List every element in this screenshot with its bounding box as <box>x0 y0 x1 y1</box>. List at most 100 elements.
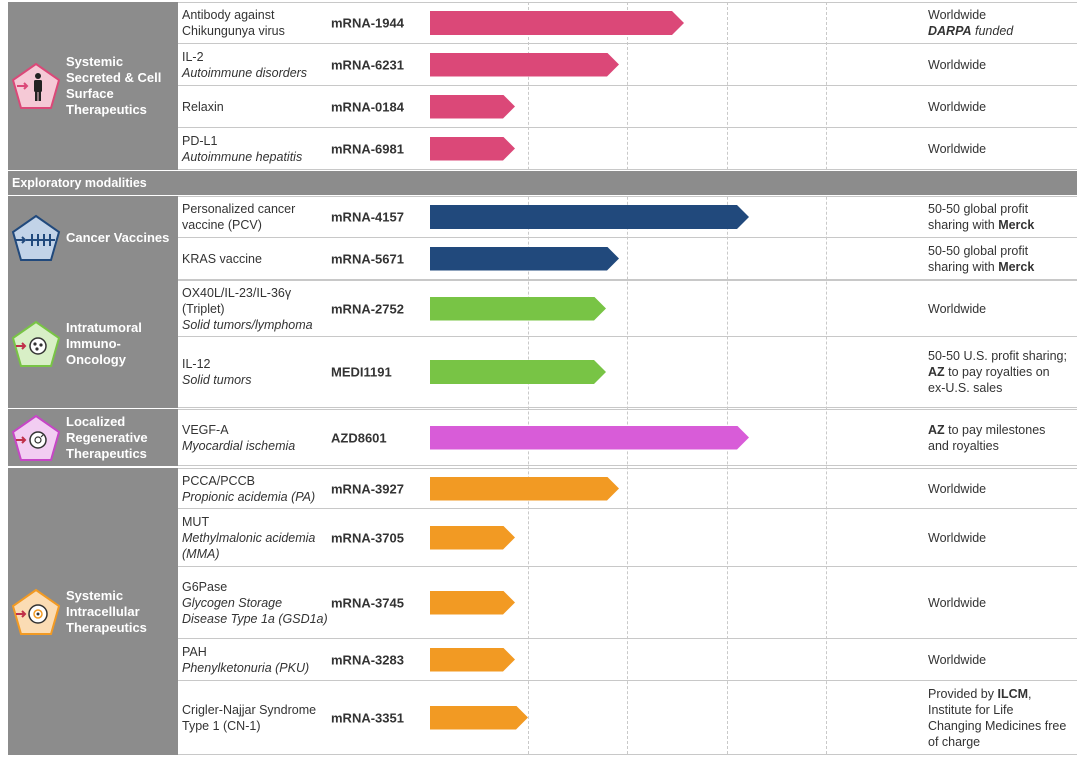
commercial-note: 50-50 global profit sharing with Merck <box>928 201 1068 233</box>
progress-bar <box>430 53 619 77</box>
note-text: Worldwide <box>928 530 987 545</box>
target-name: IL-2 <box>182 49 204 64</box>
commercial-note: 50-50 U.S. profit sharing; AZ to pay roy… <box>928 348 1068 396</box>
target-cell: G6Pase Glycogen Storage Disease Type 1a (… <box>182 579 328 627</box>
indication-text: Phenylketonuria (PKU) <box>182 660 310 675</box>
progress-bar <box>430 297 606 321</box>
target-name: Crigler-Najjar Syndrome Type 1 (CN-1) <box>182 702 317 733</box>
indication-text: Myocardial ischemia <box>182 438 296 453</box>
target-name: G6Pase <box>182 579 228 594</box>
commercial-note: Worldwide <box>928 99 1068 115</box>
table-row: PAH Phenylketonuria (PKU) mRNA-3283 Worldwi… <box>178 639 1077 681</box>
candidate-code: mRNA-4157 <box>331 209 404 225</box>
commercial-note: Worldwide <box>928 57 1068 73</box>
indication-text: Methylmalonic acidemia (MMA) <box>182 530 316 561</box>
table-row: G6Pase Glycogen Storage Disease Type 1a (… <box>178 567 1077 639</box>
candidate-code: mRNA-6231 <box>331 57 404 72</box>
target-cell: Personalized cancer vaccine (PCV) <box>182 201 328 233</box>
candidate-code: mRNA-3927 <box>331 481 404 496</box>
target-name: Relaxin <box>182 99 224 114</box>
target-cell: Antibody against Chikungunya virus <box>182 7 328 39</box>
category-label: Systemic Secreted & Cell Surface Therape… <box>66 54 162 117</box>
progress-bar <box>430 426 749 450</box>
commercial-note: Worldwide <box>928 481 1068 497</box>
category-label: Systemic Intracellular Therapeutics <box>66 587 147 635</box>
target-cell: VEGF-A Myocardial ischemia <box>182 422 328 454</box>
target-cell: Relaxin <box>182 99 328 115</box>
note-partner: DARPA <box>928 24 972 38</box>
indication-text: Autoimmune hepatitis <box>182 149 303 164</box>
candidate-code: mRNA-3351 <box>331 710 404 725</box>
progress-bar <box>430 137 515 161</box>
section-intratumoral: Intratumoral Immuno-Oncology OX40L/IL-23… <box>8 280 1077 408</box>
category-cell: Systemic Secreted & Cell Surface Therape… <box>8 2 178 170</box>
candidate-code: mRNA-6981 <box>331 141 404 156</box>
table-row: Relaxin mRNA-0184 Worldwide <box>178 86 1077 128</box>
target-cell: MUT Methylmalonic acidemia (MMA) <box>182 514 328 562</box>
target-name: MUT <box>182 514 210 529</box>
note-text: Provided by <box>928 686 998 701</box>
table-row: PD-L1 Autoimmune hepatitis mRNA-6981 Worldw… <box>178 128 1077 170</box>
person-icon <box>11 62 61 109</box>
progress-bar <box>430 477 619 501</box>
target-cell: IL-12 Solid tumors <box>182 356 328 388</box>
note-text: 50-50 global profit sharing with <box>928 202 1029 232</box>
progress-bar <box>430 360 606 384</box>
note-text: funded <box>971 24 1014 38</box>
progress-bar <box>430 11 684 35</box>
note-partner: Merck <box>998 259 1035 274</box>
table-row: PCCA/PCCB Propionic acidemia (PA) mRNA-392… <box>178 468 1077 509</box>
note-text: Worldwide <box>928 652 987 667</box>
note-text: Worldwide <box>928 595 987 610</box>
progress-bar <box>430 706 528 730</box>
vaccine-icon <box>11 214 61 261</box>
target-name: Personalized cancer vaccine (PCV) <box>182 202 296 232</box>
note-text: Worldwide <box>928 8 987 22</box>
note-text: 50-50 U.S. profit sharing; <box>928 349 1067 363</box>
target-cell: IL-2 Autoimmune disorders <box>182 49 328 81</box>
table-row: Crigler-Najjar Syndrome Type 1 (CN-1) mRN… <box>178 681 1077 755</box>
note-text: Worldwide <box>928 481 987 496</box>
section-header: Exploratory modalities <box>8 171 1077 195</box>
table-row: OX40L/IL-23/IL-36γ (Triplet) Solid tumors… <box>178 280 1077 337</box>
table-row: Antibody against Chikungunya virus mRNA-1… <box>178 2 1077 44</box>
progress-bar <box>430 205 749 229</box>
indication-text: Glycogen Storage Disease Type 1a (GSD1a) <box>182 595 328 626</box>
note-text: Worldwide <box>928 301 987 316</box>
candidate-code: mRNA-3745 <box>331 595 404 610</box>
progress-bar <box>430 648 515 672</box>
target-name: PCCA/PCCB <box>182 473 255 488</box>
note-text: Worldwide <box>928 141 987 156</box>
note-text: 50-50 global profit sharing with <box>928 243 1029 274</box>
candidate-code: mRNA-3283 <box>331 652 404 667</box>
note-partner: ILCM <box>997 686 1029 701</box>
target-cell: PD-L1 Autoimmune hepatitis <box>182 133 328 165</box>
target-name: PD-L1 <box>182 133 218 148</box>
commercial-note: 50-50 global profit sharing with Merck <box>928 243 1068 275</box>
table-row: VEGF-A Myocardial ischemia AZD8601 AZ to pa… <box>178 409 1077 466</box>
indication-text: Propionic acidemia (PA) <box>182 489 316 504</box>
target-name: IL-12 <box>182 357 211 371</box>
indication-text: Solid tumors <box>182 373 252 387</box>
category-cell: Systemic Intracellular Therapeutics <box>8 468 178 755</box>
note-partner: Merck <box>998 218 1035 232</box>
candidate-code: mRNA-0184 <box>331 99 404 114</box>
category-cell: Localized Regenerative Therapeutics <box>8 409 178 466</box>
regenerative-cell-icon <box>11 414 61 461</box>
candidate-code: mRNA-3705 <box>331 530 404 545</box>
note-text: , Institute for Life Changing Medicines … <box>928 686 1067 749</box>
table-row: Personalized cancer vaccine (PCV) mRNA-41… <box>178 196 1077 238</box>
note-text: to pay royalties on ex-U.S. sales <box>928 365 1050 395</box>
table-row: KRAS vaccine mRNA-5671 50-50 global profit… <box>178 238 1077 280</box>
target-name: VEGF-A <box>182 422 229 437</box>
note-text: Worldwide <box>928 57 987 72</box>
category-cell: Intratumoral Immuno-Oncology <box>8 280 178 408</box>
target-name: OX40L/IL-23/IL-36γ (Triplet) <box>182 285 292 316</box>
candidate-code: mRNA-5671 <box>331 251 404 266</box>
section-intracellular: Systemic Intracellular Therapeutics PCCA… <box>8 468 1077 755</box>
tumor-cell-icon <box>11 320 61 367</box>
candidate-code: MEDI1191 <box>331 364 392 380</box>
candidate-code: AZD8601 <box>331 430 387 445</box>
note-text: to pay milestones and royalties <box>928 422 1046 453</box>
commercial-note: Worldwide <box>928 530 1068 546</box>
